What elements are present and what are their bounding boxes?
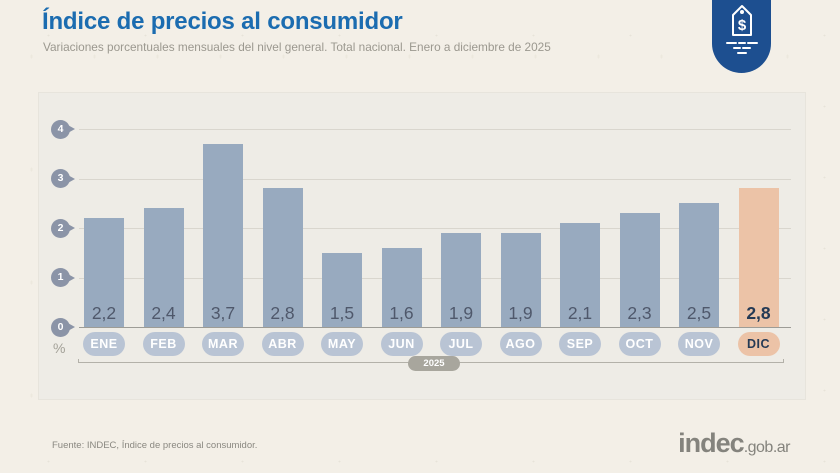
indec-logo-domain: .gob.ar bbox=[743, 439, 791, 456]
month-label-pill: JUN bbox=[380, 332, 423, 356]
month-label-pill: MAY bbox=[321, 332, 363, 356]
bar-value-label: 2,8 bbox=[746, 303, 771, 323]
gridline bbox=[79, 228, 791, 229]
chart-bar bbox=[500, 232, 541, 327]
bar-value-label: 2,5 bbox=[686, 303, 712, 323]
month-label-pill: ENE bbox=[83, 332, 125, 356]
chart-bar bbox=[560, 223, 600, 327]
month-label-pill: JUL bbox=[440, 332, 482, 356]
month-label-pill: ABR bbox=[261, 332, 304, 356]
chart-bar bbox=[203, 143, 243, 327]
y-axis-tick: 4 bbox=[51, 119, 75, 139]
chart-bar bbox=[262, 188, 303, 327]
chart-bar bbox=[441, 232, 481, 327]
bar-value-label: 2,8 bbox=[270, 303, 295, 323]
bar-value-label: 1,5 bbox=[329, 303, 355, 323]
indec-logo-text: indec bbox=[678, 428, 745, 458]
page-title: Índice de precios al consumidor bbox=[42, 8, 403, 35]
svg-text:$: $ bbox=[737, 17, 746, 34]
month-label-pill: OCT bbox=[618, 332, 661, 356]
bar-value-label: 2,1 bbox=[567, 303, 593, 323]
price-tag-badge: $ bbox=[712, 0, 771, 73]
month-label-pill: SEP bbox=[559, 332, 601, 356]
year-pill: 2025 bbox=[408, 356, 460, 371]
y-axis-unit-label: % bbox=[53, 340, 66, 356]
y-axis-tick: 1 bbox=[51, 268, 75, 287]
bar-value-label: 1,6 bbox=[389, 303, 414, 323]
bar-value-label: 2,2 bbox=[91, 303, 117, 323]
y-axis-tick: 3 bbox=[51, 169, 75, 188]
bar-value-label: 1,9 bbox=[448, 303, 474, 323]
gridline bbox=[79, 277, 791, 279]
chart-bar bbox=[143, 208, 184, 327]
gridline bbox=[79, 129, 791, 130]
chart-bar bbox=[679, 203, 719, 327]
bar-value-label: 3,7 bbox=[210, 303, 236, 323]
gridline bbox=[79, 178, 791, 180]
y-axis-tick: 2 bbox=[51, 218, 75, 238]
indec-logo: indec .gob.ar bbox=[678, 428, 790, 459]
bar-value-label: 2,3 bbox=[627, 303, 652, 323]
y-axis-tick: 0 bbox=[51, 317, 75, 337]
month-label-pill: AGO bbox=[499, 332, 542, 356]
bar-chart: % 2025 0 1 2 3 4 2,2 ENE 2,4 FEB 3,7 MAR 2,8 ABR 1,5 M… bbox=[39, 93, 805, 399]
chart-bar bbox=[322, 252, 362, 327]
chart-bar bbox=[619, 213, 660, 327]
bar-value-label: 2,4 bbox=[151, 303, 176, 323]
bar-value-label: 1,9 bbox=[508, 303, 533, 323]
source-note: Fuente: INDEC, Índice de precios al cons… bbox=[52, 440, 258, 451]
month-label-pill: MAR bbox=[202, 332, 244, 356]
month-label-pill: NOV bbox=[678, 332, 720, 356]
chart-panel: % 2025 0 1 2 3 4 2,2 ENE 2,4 FEB 3,7 MAR 2,8 ABR 1,5 M… bbox=[38, 92, 806, 400]
month-label-pill: FEB bbox=[142, 332, 185, 356]
gridline bbox=[79, 327, 791, 328]
chart-bar bbox=[84, 218, 124, 327]
chart-bar bbox=[381, 247, 422, 327]
header: Índice de precios al consumidor Variacio… bbox=[42, 8, 551, 54]
chart-bar bbox=[738, 188, 779, 327]
month-label-pill: DIC bbox=[737, 332, 780, 356]
page-subtitle: Variaciones porcentuales mensuales del n… bbox=[43, 40, 551, 54]
price-tag-icon: $ bbox=[725, 5, 758, 54]
